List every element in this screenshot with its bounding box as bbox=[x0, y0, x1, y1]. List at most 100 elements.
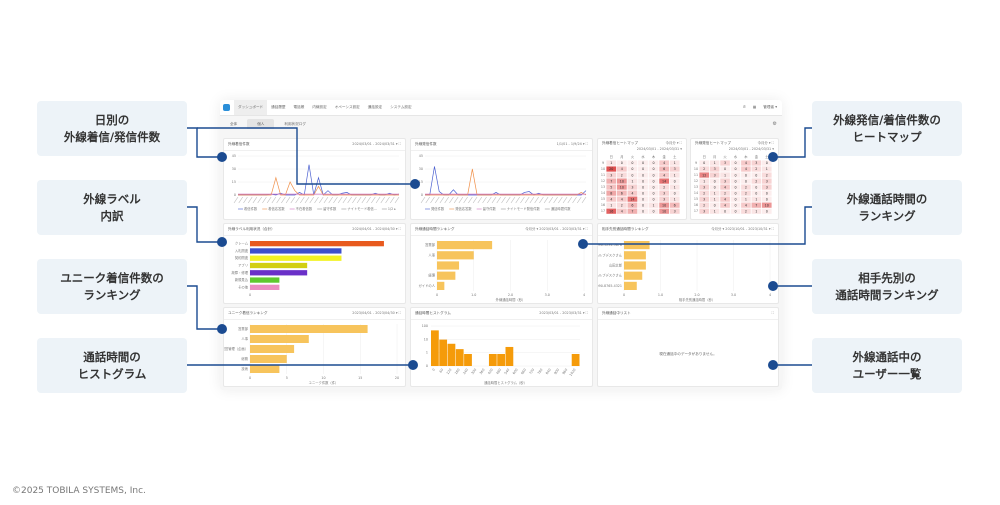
histogram-bar bbox=[505, 346, 514, 366]
histogram-bar bbox=[571, 353, 580, 366]
heatmap-cell-value: 14 bbox=[630, 197, 634, 201]
heatmap-cell bbox=[741, 172, 751, 178]
heatmap-cell bbox=[751, 166, 762, 172]
period-select[interactable]: 今月分 ▾ ⛶ bbox=[665, 141, 682, 145]
heatmap-cell bbox=[730, 178, 741, 184]
panel-heatmap-outbound: 外線発信ヒートマップ 今月分 ▾ ⛶ 2024/03/01 - 2024/03/… bbox=[690, 138, 779, 220]
heatmap-cell-value: 10 bbox=[765, 203, 769, 207]
grid-icon[interactable]: ▦ bbox=[752, 105, 757, 109]
heatmap-col-label: 金 bbox=[755, 154, 759, 159]
panel-outbound-daily: 外線発信件数 1/1/01 - 1/9/24 ▾ ⛶ 0 15 30 45 発信件数 発信… bbox=[410, 138, 593, 220]
connector-line bbox=[187, 285, 222, 330]
x-tick-label: 1.0 bbox=[471, 293, 476, 297]
legend-label: ナイトモード着信... bbox=[347, 206, 377, 211]
x-tick-mark bbox=[472, 196, 478, 204]
heatmap-cell bbox=[638, 196, 648, 202]
heatmap-cell-value: 0 bbox=[631, 161, 633, 165]
tab-personal[interactable]: 個人 bbox=[247, 119, 275, 129]
heatmap-cell bbox=[648, 184, 659, 190]
heatmap-cell-value: 0 bbox=[766, 197, 768, 201]
heatmap-cell bbox=[627, 184, 638, 190]
phone-icon[interactable]: ✆ bbox=[742, 105, 746, 109]
heatmap-cell bbox=[699, 202, 710, 208]
heatmap-cell-value: 1 bbox=[755, 197, 757, 201]
category-label: 営業部 bbox=[425, 242, 436, 247]
heatmap-row-label: 15 bbox=[694, 197, 698, 201]
heatmap-cell-value: 1 bbox=[674, 185, 676, 189]
heatmap-cell bbox=[741, 166, 751, 172]
nav-operator[interactable]: オペーシス設定 bbox=[334, 105, 360, 109]
heatmap-row-label: 16 bbox=[601, 203, 605, 207]
panel-title: 通話時間ヒストグラム bbox=[415, 311, 451, 315]
chart-heat_out: 日月火水木金土9 0 1 3 0 4 3 010 2 3 0 0 4 2 111 12 3 1 0 0 0 212 1 0 3 0… bbox=[694, 154, 772, 214]
heatmap-cell-value: 0 bbox=[642, 185, 644, 189]
x-tick-mark bbox=[337, 196, 343, 204]
heatmap-cell-value: 6 bbox=[674, 203, 676, 207]
heatmap-cell-value: 3 bbox=[724, 161, 726, 165]
bar bbox=[250, 365, 280, 373]
heatmap-cell-value: 0 bbox=[631, 167, 633, 171]
heatmap-cell bbox=[659, 196, 670, 202]
date-range-label[interactable]: 2024/03/01 - 2024/03/31 ▾ bbox=[728, 147, 774, 151]
date-range-select[interactable]: 2024/03/01 - 2024/03/31 ▾ ⛶ bbox=[352, 142, 401, 146]
heatmap-cell bbox=[699, 196, 710, 202]
heatmap-col-label: 月 bbox=[620, 155, 623, 159]
heatmap-cell-value: 0 bbox=[621, 161, 623, 165]
histogram-bar bbox=[447, 343, 456, 366]
tab-all[interactable]: 全体 bbox=[230, 122, 238, 126]
tab-usage-log[interactable]: 利用状況ログ bbox=[284, 122, 306, 126]
user-menu[interactable]: 管理者 ▾ bbox=[763, 105, 777, 109]
heatmap-cell-value: 0 bbox=[766, 161, 768, 165]
heatmap-cell bbox=[720, 160, 730, 166]
x-tick-label: 180 bbox=[454, 368, 461, 375]
heatmap-cell-value: 2 bbox=[745, 209, 747, 213]
heatmap-cell bbox=[699, 172, 710, 178]
date-range-select[interactable]: 2023/04/01 - 2023/04/30 ▾ ⛶ bbox=[352, 311, 401, 315]
heatmap-cell-value: 0 bbox=[653, 197, 655, 201]
panel-peer-ranking: 相手先別通話時間ランキング 今月分 ▾ 2023/10/01 - 2023/10… bbox=[597, 223, 779, 304]
heatmap-cell-value: 0 bbox=[642, 167, 644, 171]
date-range-select[interactable]: 今月分 ▾ 2023/03/01 - 2023/03/31 ▾ ⛶ bbox=[525, 227, 588, 231]
category-label: 新規見込 bbox=[235, 277, 249, 282]
heatmap-cell bbox=[659, 160, 670, 166]
panel-active-calls: 外線通話中リスト ⛶ 現在通話中のデータがありません。 bbox=[597, 307, 779, 387]
heatmap-cell bbox=[741, 184, 751, 190]
heatmap-cell-value: 2 bbox=[703, 167, 705, 171]
heatmap-cell-value: 1 bbox=[714, 197, 716, 201]
histogram-bar bbox=[455, 349, 464, 366]
nav-system[interactable]: システム設定 bbox=[390, 105, 412, 109]
heatmap-cell bbox=[616, 202, 627, 208]
heatmap-cell-value: 0 bbox=[755, 185, 757, 189]
heatmap-row-label: 11 bbox=[694, 173, 698, 177]
bar bbox=[624, 251, 646, 260]
panel-talk-ranking: 外線通話時間ランキング 今月分 ▾ 2023/03/01 - 2023/03/3… bbox=[410, 223, 593, 304]
heatmap-cell-value: 0 bbox=[734, 173, 736, 177]
heatmap-cell bbox=[648, 160, 659, 166]
x-tick-mark bbox=[295, 196, 300, 204]
period-select[interactable]: 今月分 ▾ ⛶ bbox=[757, 141, 774, 145]
nav-phonebook[interactable]: 電話帳 bbox=[293, 105, 305, 109]
heatmap-cell bbox=[638, 160, 648, 166]
heatmap-col-label: 土 bbox=[765, 154, 769, 159]
date-range-select[interactable]: 1/1/01 - 1/9/24 ▾ ⛶ bbox=[556, 142, 588, 146]
date-range-select[interactable]: 2023/03/01 - 2023/03/31 ▾ ⛶ bbox=[539, 311, 588, 315]
date-range-label[interactable]: 2024/03/01 - 2024/03/31 ▾ bbox=[636, 147, 682, 151]
heatmap-cell-value: 0 bbox=[745, 173, 747, 177]
heatmap-cell bbox=[659, 172, 670, 178]
date-range-select[interactable]: 2024/04/01 - 2024/04/30 ▾ ⛶ bbox=[352, 227, 401, 231]
heatmap-cell-value: 0 bbox=[642, 203, 644, 207]
callout-active-users: 外線通話中の ユーザー一覧 bbox=[812, 338, 962, 393]
bar bbox=[250, 355, 287, 363]
date-range-select[interactable]: 今月分 ▾ 2023/10/01 - 2023/10/31 ▾ ⛶ bbox=[711, 227, 774, 231]
nav-dashboard[interactable]: ダッシュボード bbox=[234, 100, 268, 115]
gear-icon[interactable]: ⚙ bbox=[772, 121, 777, 127]
x-tick-mark bbox=[323, 196, 329, 204]
heatmap-cell bbox=[709, 160, 720, 166]
bar bbox=[437, 241, 493, 250]
nav-extension[interactable]: 内線設定 bbox=[312, 105, 327, 109]
expand-icon[interactable]: ⛶ bbox=[771, 311, 774, 315]
heatmap-col-label: 日 bbox=[610, 155, 613, 159]
heatmap-cell bbox=[648, 196, 659, 202]
nav-history[interactable]: 通話履歴 bbox=[271, 105, 286, 109]
nav-call-settings[interactable]: 通話設定 bbox=[367, 105, 383, 109]
